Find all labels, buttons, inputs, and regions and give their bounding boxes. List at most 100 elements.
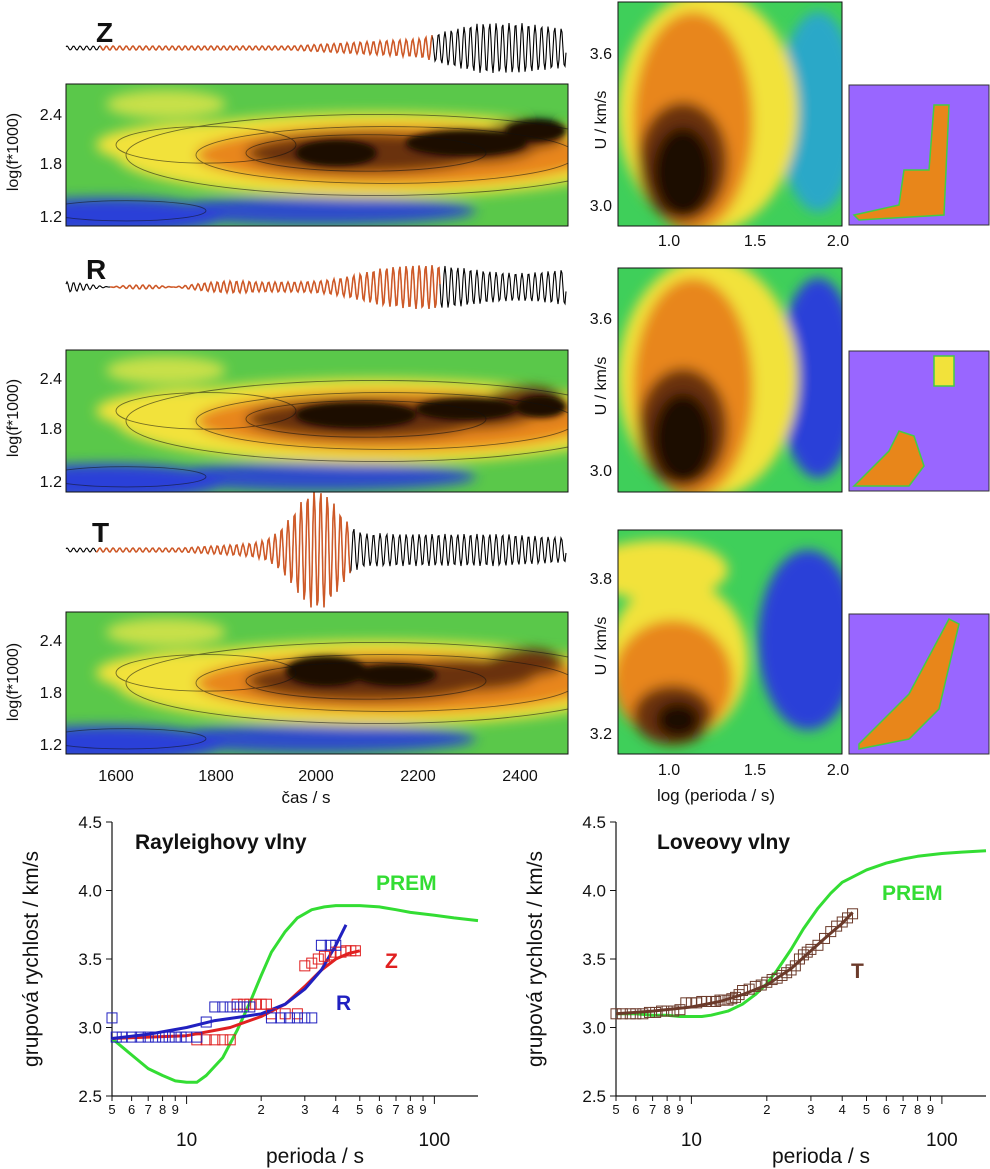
series-line-prem [111, 904, 479, 1084]
spectral-blob [106, 356, 226, 385]
x-tick-label: 6 [632, 1102, 639, 1117]
spectrogram-ylabel-r: log(f*1000) [5, 379, 22, 457]
xtick: 2000 [298, 768, 334, 785]
y-tick-label: 4.0 [582, 882, 606, 901]
spectral-blob [156, 196, 476, 225]
frame [65, 611, 569, 755]
velocity-field [618, 2, 842, 226]
data-point [812, 939, 824, 951]
data-point [106, 1012, 118, 1024]
data-point [661, 1005, 673, 1017]
chart-title: Loveovy vlny [657, 831, 790, 854]
x-tick-label: 8 [159, 1102, 166, 1117]
spectral-core [286, 656, 366, 686]
contour [245, 662, 487, 700]
x-tick-label: 5 [356, 1102, 363, 1117]
x-tick-label: 6 [883, 1102, 890, 1117]
blurred-field [618, 268, 842, 492]
x-tick-label: 8 [914, 1102, 921, 1117]
x-tick-label: 7 [649, 1102, 656, 1117]
data-point [191, 1034, 203, 1046]
data-point [616, 1008, 628, 1020]
y-axis-label: grupová rychlost / km/s [524, 851, 547, 1067]
xtick: 1.5 [744, 233, 766, 250]
data-point [200, 1034, 212, 1046]
spectral-blob [758, 550, 842, 730]
ytick: 3.0 [590, 198, 612, 215]
spectral-blob [778, 278, 842, 478]
y-tick-label: 2.5 [582, 1087, 606, 1106]
spectrogram-r [65, 349, 569, 493]
frame [617, 529, 843, 755]
data-point [324, 939, 336, 951]
data-point [279, 1008, 291, 1020]
blurred-field [618, 540, 842, 745]
data-point [110, 1031, 122, 1043]
y-tick-label: 2.5 [78, 1087, 102, 1106]
seismogram-window [99, 34, 433, 60]
xtick: 1.5 [744, 762, 766, 779]
x-tick-label: 100 [926, 1130, 958, 1151]
contour [125, 379, 568, 463]
data-point [250, 998, 262, 1010]
contour [115, 654, 297, 692]
data-point [674, 1004, 686, 1016]
x-tick-label: 6 [128, 1102, 135, 1117]
spectrogram-field [66, 612, 568, 754]
contour [195, 126, 568, 184]
velocity-ylabel-r: U / km/s [593, 357, 610, 416]
data-point [656, 1005, 668, 1017]
ytick: 1.8 [40, 685, 62, 702]
data-point [330, 939, 342, 951]
data-point [831, 920, 843, 932]
contours [66, 113, 568, 222]
x-tick-label: 7 [899, 1102, 906, 1117]
data-point [610, 1008, 622, 1020]
xtick: 2400 [502, 768, 538, 785]
y-tick-label: 3.0 [78, 1019, 102, 1038]
data-point [134, 1031, 146, 1043]
data-point [231, 1001, 243, 1013]
chart-title: Rayleighovy vlny [135, 831, 307, 854]
x-tick-label: 6 [376, 1102, 383, 1117]
series-line-r [111, 924, 348, 1040]
data-point [299, 1012, 311, 1024]
x-axis-label: perioda / s [266, 1145, 364, 1168]
filtered-map-r [848, 350, 990, 492]
ytick: 1.8 [40, 156, 62, 173]
data-point [349, 945, 361, 957]
x-axis-label: perioda / s [772, 1145, 870, 1168]
data-point [793, 953, 805, 965]
seismogram-window [95, 490, 351, 608]
x-tick-label: 9 [172, 1102, 179, 1117]
time-xticks: 1600 1800 2000 2200 2400 [98, 768, 538, 785]
xtick: 2.0 [827, 233, 849, 250]
data-point [191, 1031, 203, 1043]
ytick: 3.0 [590, 463, 612, 480]
contour [115, 392, 297, 430]
ytick: 3.6 [590, 311, 612, 328]
x-tick-label: 10 [681, 1130, 702, 1151]
y-tick-label: 4.5 [582, 813, 606, 832]
x-tick-label: 5 [863, 1102, 870, 1117]
spectral-blob [656, 702, 700, 738]
data-point [150, 1031, 162, 1043]
series-line-prem [616, 849, 987, 1018]
series-t-points [610, 908, 859, 1020]
filtered-region [858, 618, 960, 750]
data-point [169, 1031, 181, 1043]
data-point [291, 1012, 303, 1024]
velocity-ylabel-z: U / km/s [593, 91, 610, 150]
velocity-field [618, 268, 842, 492]
annotation-z: Z [385, 950, 398, 973]
xtick: 2200 [400, 768, 436, 785]
spectral-blob [778, 12, 842, 212]
x-tick-label: 3 [301, 1102, 308, 1117]
ytick: 3.6 [590, 46, 612, 63]
frame [617, 1, 843, 227]
spectrogram-ylabel-t: log(f*1000) [5, 643, 22, 721]
ytick: 1.2 [40, 737, 62, 754]
data-point [847, 908, 859, 920]
